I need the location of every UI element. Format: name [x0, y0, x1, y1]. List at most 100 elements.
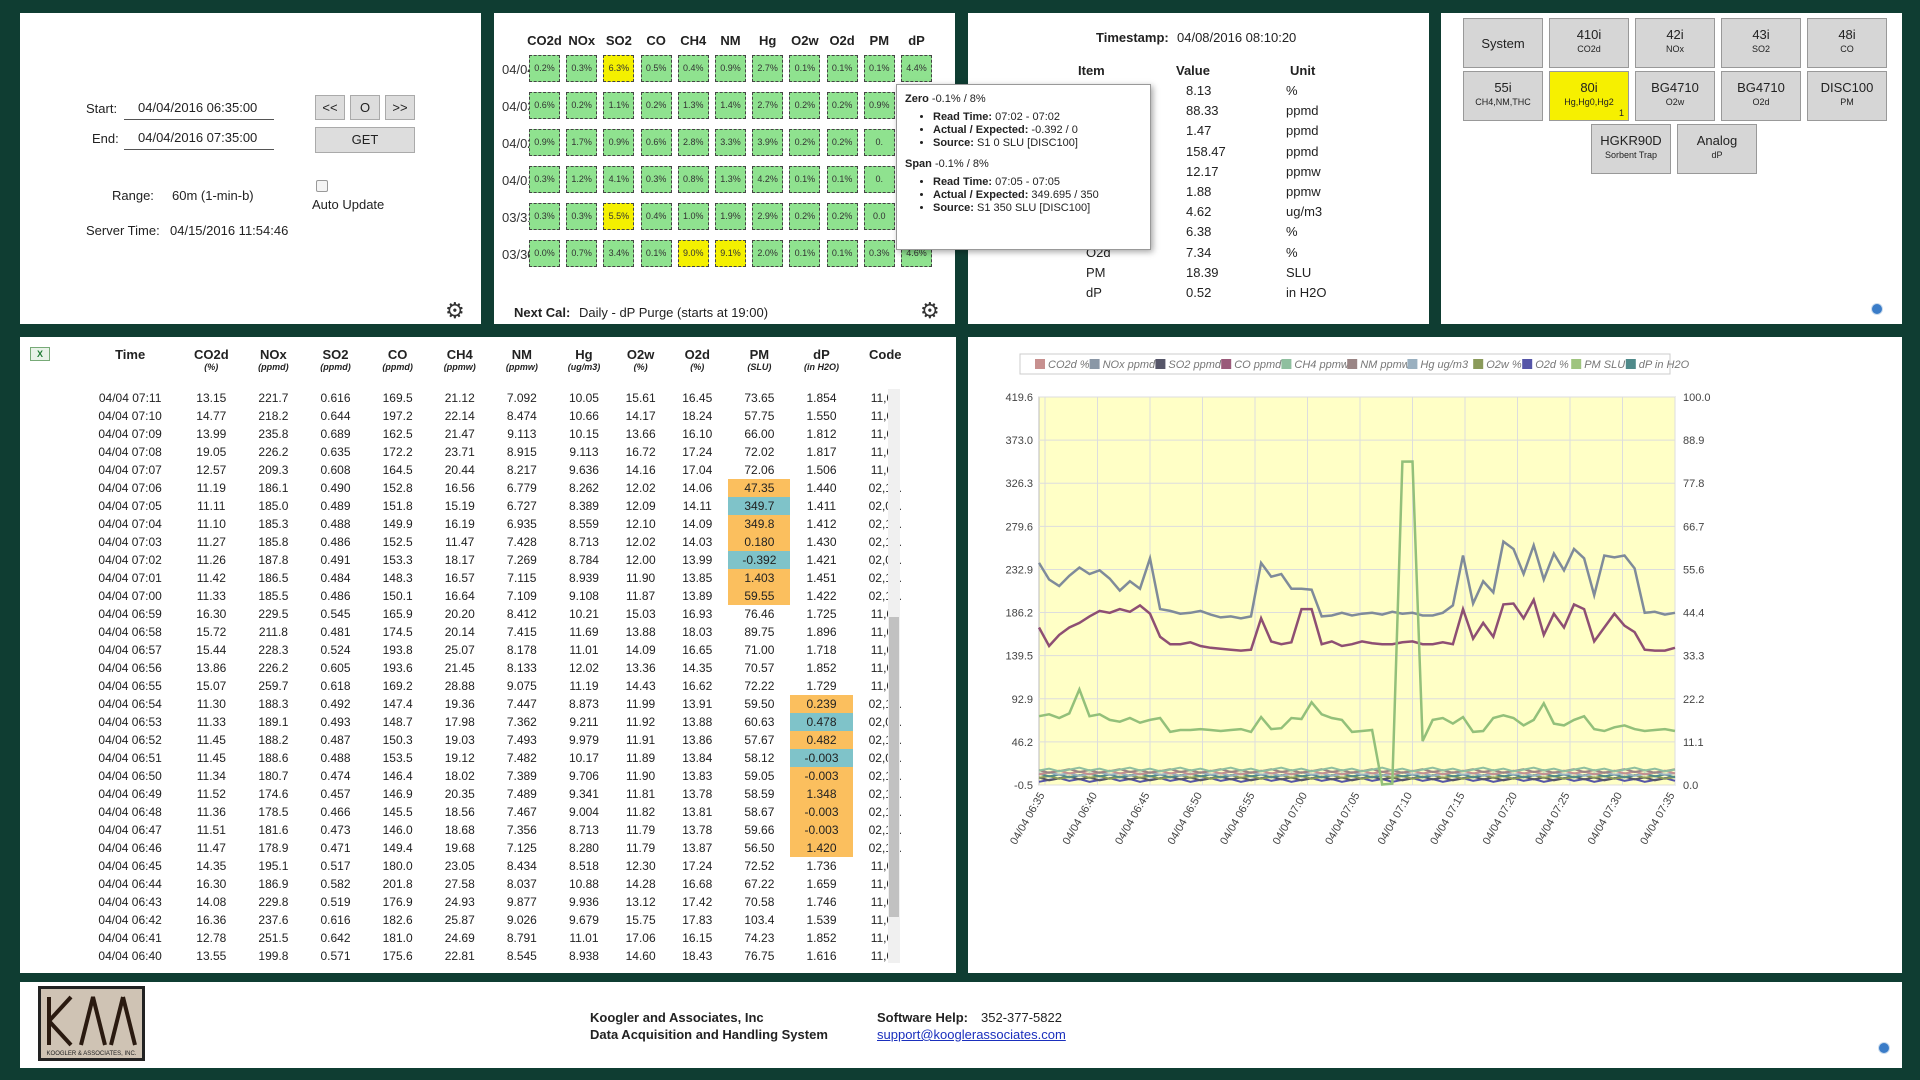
cal-cell[interactable]: 9.1%: [715, 240, 746, 267]
cal-cell[interactable]: 0.4%: [677, 55, 709, 82]
cal-cell[interactable]: 0.1%: [640, 240, 672, 267]
cal-cell[interactable]: 0.2%: [826, 203, 858, 230]
cal-cell[interactable]: 2.7%: [752, 55, 784, 82]
table-row[interactable]: 04/04 07:11 13.15 221.7 0.616 169.5 21.12 7.09…: [80, 389, 918, 407]
table-row[interactable]: 04/04 06:51 11.45 188.6 0.488 153.5 19.12 7.48…: [80, 749, 918, 767]
cal-cell[interactable]: 1.7%: [566, 129, 598, 156]
table-header-nox[interactable]: NOx (ppmd): [242, 347, 304, 389]
cal-cell[interactable]: 0.3%: [566, 55, 598, 82]
cal-cell[interactable]: 0.7%: [566, 240, 598, 267]
analyzer-button-80i[interactable]: 80i Hg,Hg0,Hg2 1: [1549, 71, 1629, 121]
table-row[interactable]: 04/04 07:07 12.57 209.3 0.608 164.5 20.44 8.21…: [80, 461, 918, 479]
analyzer-button-410i[interactable]: 410i CO2d: [1549, 18, 1629, 68]
next-range-button[interactable]: >>: [385, 95, 415, 120]
auto-update-checkbox[interactable]: [316, 180, 328, 192]
cal-cell[interactable]: 0.0: [863, 203, 895, 230]
cal-cell[interactable]: 0.6%: [640, 129, 672, 156]
get-button[interactable]: GET: [315, 127, 415, 153]
cal-cell[interactable]: 0.9%: [603, 129, 635, 156]
cal-cell[interactable]: 0.6%: [529, 92, 560, 119]
calibration-settings-gear-icon[interactable]: ⚙: [920, 298, 940, 323]
table-row[interactable]: 04/04 06:49 11.52 174.6 0.457 146.9 20.35 7.48…: [80, 785, 918, 803]
cal-cell[interactable]: 3.4%: [603, 240, 635, 267]
table-row[interactable]: 04/04 06:47 11.51 181.6 0.473 146.0 18.68 7.35…: [80, 821, 918, 839]
cal-cell[interactable]: 0.4%: [640, 203, 672, 230]
cal-cell[interactable]: 1.3%: [677, 92, 709, 119]
cal-cell[interactable]: 1.9%: [715, 203, 746, 230]
table-row[interactable]: 04/04 07:10 14.77 218.2 0.644 197.2 22.14 8.47…: [80, 407, 918, 425]
table-scroll-area[interactable]: Time CO2d (%) NOx (ppmd) SO2 (ppmd) CO (ppmd) CH4…: [60, 337, 922, 967]
query-settings-gear-icon[interactable]: ⚙: [445, 298, 465, 323]
analyzer-button-48i[interactable]: 48i CO: [1807, 18, 1887, 68]
cal-cell[interactable]: 3.9%: [752, 129, 784, 156]
table-row[interactable]: 04/04 07:01 11.42 186.5 0.484 148.3 16.57 7.11…: [80, 569, 918, 587]
analyzer-button-hgkr90d[interactable]: HGKR90D Sorbent Trap: [1591, 124, 1671, 174]
table-header-so2[interactable]: SO2 (ppmd): [304, 347, 366, 389]
cal-cell[interactable]: 4.4%: [901, 55, 932, 82]
start-input[interactable]: 04/04/2016 06:35:00: [124, 100, 274, 120]
cal-cell[interactable]: 0.1%: [826, 55, 858, 82]
cal-cell[interactable]: 0.3%: [566, 203, 598, 230]
table-header-code[interactable]: Code: [853, 347, 918, 389]
table-row[interactable]: 04/04 06:42 16.36 237.6 0.616 182.6 25.87 9.02…: [80, 911, 918, 929]
cal-cell[interactable]: 2.7%: [752, 92, 784, 119]
table-header-nm[interactable]: NM (ppmw): [491, 347, 553, 389]
table-row[interactable]: 04/04 07:03 11.27 185.8 0.486 152.5 11.47 7.42…: [80, 533, 918, 551]
analyzer-button-55i[interactable]: 55i CH4,NM,THC: [1463, 71, 1543, 121]
cal-cell[interactable]: 2.8%: [677, 129, 709, 156]
table-row[interactable]: 04/04 06:43 14.08 229.8 0.519 176.9 24.93 9.87…: [80, 893, 918, 911]
prev-range-button[interactable]: <<: [315, 95, 345, 120]
cal-cell[interactable]: 0.9%: [529, 129, 560, 156]
table-row[interactable]: 04/04 06:41 12.78 251.5 0.642 181.0 24.69 8.79…: [80, 929, 918, 947]
cal-cell[interactable]: 0.1%: [863, 55, 895, 82]
cal-cell[interactable]: 0.5%: [640, 55, 672, 82]
cal-cell[interactable]: 1.0%: [677, 203, 709, 230]
table-row[interactable]: 04/04 06:58 15.72 211.8 0.481 174.5 20.14 7.41…: [80, 623, 918, 641]
cal-cell[interactable]: 0.3%: [863, 240, 895, 267]
cal-cell[interactable]: 0.2%: [789, 203, 821, 230]
table-header-o2d[interactable]: O2d (%): [666, 347, 728, 389]
table-header-co2d[interactable]: CO2d (%): [180, 347, 242, 389]
table-row[interactable]: 04/04 07:08 19.05 226.2 0.635 172.2 23.71 8.91…: [80, 443, 918, 461]
cal-cell[interactable]: 0.1%: [826, 240, 858, 267]
cal-cell[interactable]: 0.2%: [789, 92, 821, 119]
cal-cell[interactable]: 2.0%: [752, 240, 784, 267]
cal-cell[interactable]: 0.1%: [789, 55, 821, 82]
table-row[interactable]: 04/04 06:45 14.35 195.1 0.517 180.0 23.05 8.43…: [80, 857, 918, 875]
cal-cell[interactable]: 0.0%: [529, 240, 560, 267]
table-header-pm[interactable]: PM (SLU): [728, 347, 790, 389]
cal-cell[interactable]: 0.2%: [789, 129, 821, 156]
table-row[interactable]: 04/04 07:05 11.11 185.0 0.489 151.8 15.19 6.72…: [80, 497, 918, 515]
table-row[interactable]: 04/04 06:50 11.34 180.7 0.474 146.4 18.02 7.38…: [80, 767, 918, 785]
table-header-dp[interactable]: dP (in H2O): [790, 347, 852, 389]
table-row[interactable]: 04/04 06:59 16.30 229.5 0.545 165.9 20.20 8.41…: [80, 605, 918, 623]
analyzer-button-bg4710[interactable]: BG4710 O2w: [1635, 71, 1715, 121]
cal-cell[interactable]: 4.1%: [603, 166, 635, 193]
cal-cell[interactable]: 0.2%: [529, 55, 560, 82]
table-header-o2w[interactable]: O2w (%): [615, 347, 666, 389]
cal-cell[interactable]: 3.3%: [715, 129, 746, 156]
cal-cell[interactable]: 0.2%: [640, 92, 672, 119]
info-icon[interactable]: [1871, 303, 1883, 315]
table-row[interactable]: 04/04 07:04 11.10 185.3 0.488 149.9 16.19 6.93…: [80, 515, 918, 533]
analyzer-button-43i[interactable]: 43i SO2: [1721, 18, 1801, 68]
cal-cell[interactable]: 0.2%: [566, 92, 598, 119]
table-header-hg[interactable]: Hg (ug/m3): [553, 347, 615, 389]
table-row[interactable]: 04/04 07:06 11.19 186.1 0.490 152.8 16.56 6.77…: [80, 479, 918, 497]
table-header-co[interactable]: CO (ppmd): [367, 347, 429, 389]
cal-cell[interactable]: 0.3%: [529, 166, 560, 193]
cal-cell[interactable]: 6.3%: [603, 55, 635, 82]
table-row[interactable]: 04/04 06:52 11.45 188.2 0.487 150.3 19.03 7.49…: [80, 731, 918, 749]
table-header-time[interactable]: Time: [80, 347, 180, 389]
table-row[interactable]: 04/04 06:44 16.30 186.9 0.582 201.8 27.58 8.03…: [80, 875, 918, 893]
cal-cell[interactable]: 0.1%: [789, 240, 821, 267]
cal-cell[interactable]: 0.9%: [863, 92, 895, 119]
cal-cell[interactable]: 5.5%: [603, 203, 635, 230]
analyzer-button-disc100[interactable]: DISC100 PM: [1807, 71, 1887, 121]
cal-cell[interactable]: 1.3%: [715, 166, 746, 193]
table-row[interactable]: 04/04 07:09 13.99 235.8 0.689 162.5 21.47 9.11…: [80, 425, 918, 443]
cal-cell[interactable]: 4.2%: [752, 166, 784, 193]
reset-range-button[interactable]: O: [350, 95, 380, 120]
cal-cell[interactable]: 1.2%: [566, 166, 598, 193]
excel-export-icon[interactable]: X: [30, 347, 50, 361]
